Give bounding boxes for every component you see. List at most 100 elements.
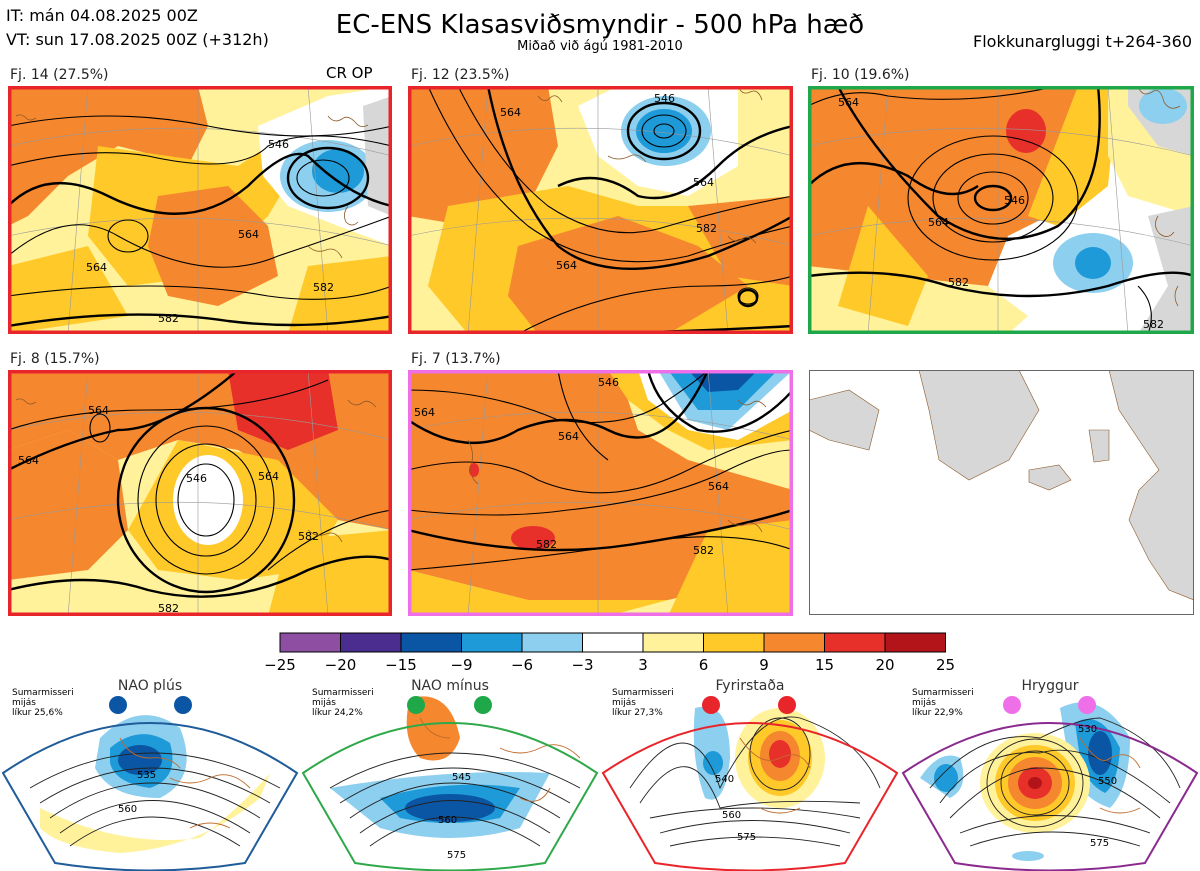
colorbar-tick-label: −3: [571, 656, 593, 674]
contour-label: 564: [693, 176, 714, 189]
contour-label: 560: [722, 810, 741, 821]
regime-meta: Sumarmisseri mijás líkur 27,3%: [612, 688, 674, 718]
contour-label: 550: [1098, 776, 1117, 787]
contour-label: 582: [313, 281, 334, 294]
contour-label: 540: [715, 774, 734, 785]
contour-label: 546: [598, 376, 619, 389]
contour-label: 564: [500, 106, 521, 119]
regime-title: Hryggur: [1021, 678, 1079, 694]
colorbar-swatch: [461, 632, 523, 653]
colorbar-swatch: [703, 632, 765, 653]
colorbar-tick-label: −6: [511, 656, 533, 674]
colorbar-swatch: [642, 632, 704, 653]
regime-title: Fyrirstaða: [715, 678, 785, 694]
contour-label: 564: [708, 480, 729, 493]
regime-dot: [174, 696, 192, 714]
colorbar-tick-label: 20: [875, 656, 894, 674]
colorbar-swatch: [582, 632, 644, 653]
contour-label: 575: [447, 850, 466, 861]
contour-label: 546: [1004, 194, 1025, 207]
colorbar-tick-label: −20: [325, 656, 357, 674]
cluster-label-8: Fj. 8 (15.7%): [10, 351, 100, 367]
contour-label: 545: [452, 772, 471, 783]
colorbar-tick-label: −15: [385, 656, 417, 674]
contour-label: 582: [696, 222, 717, 235]
regime-average: mijás: [312, 698, 336, 708]
contour-label: 564: [238, 228, 259, 241]
contour-label: 530: [1078, 724, 1097, 735]
regime-probability: líkur 24,2%: [312, 708, 363, 718]
regime-nao-plus: 535 560 NAO plús Sumarmisseri mijás líku…: [0, 678, 300, 871]
regime-meta: Sumarmisseri mijás líkur 24,2%: [312, 688, 374, 718]
regime-meta: Sumarmisseri mijás líkur 22,9%: [912, 688, 974, 718]
contour-label: 546: [654, 92, 675, 105]
contour-label: 564: [928, 216, 949, 229]
regime-title: NAO plús: [117, 678, 183, 694]
colorbar-swatch: [279, 632, 341, 653]
cluster-map-10: 546 564 564 582 582: [808, 86, 1194, 334]
regime-dot: [1003, 696, 1021, 714]
regime-season: Sumarmisseri: [612, 688, 674, 698]
cluster-map-12: 546 564 564 582 564: [408, 86, 793, 334]
contour-label: 560: [118, 804, 137, 815]
regime-dot: [109, 696, 127, 714]
cluster-14-marker: CR OP: [326, 64, 373, 82]
colorbar-tick-label: −9: [450, 656, 472, 674]
valid-time: VT: sun 17.08.2025 00Z (+312h): [6, 30, 269, 49]
contour-label: 582: [158, 602, 179, 615]
contour-label: 564: [258, 470, 279, 483]
contour-label: 582: [1143, 318, 1164, 331]
regime-season: Sumarmisseri: [12, 688, 74, 698]
page-subtitle: Miðað við ágú 1981-2010: [517, 39, 683, 54]
cluster-map-7: 546 564 564 564 582 582: [408, 370, 793, 616]
regime-blocking: 540 560 575 Fyrirstaða Sumarmisseri mijá…: [600, 678, 900, 871]
classification-window: Flokkunargluggi t+264-360: [973, 32, 1192, 51]
contour-label: 564: [558, 430, 579, 443]
contour-label: 575: [1090, 838, 1109, 849]
regime-dot: [778, 696, 796, 714]
regime-season: Sumarmisseri: [912, 688, 974, 698]
regime-average: mijás: [912, 698, 936, 708]
cluster-label-12: Fj. 12 (23.5%): [411, 67, 510, 83]
regime-average: mijás: [612, 698, 636, 708]
colorbar-tick-label: −25: [264, 656, 296, 674]
cluster-label-10: Fj. 10 (19.6%): [811, 67, 910, 83]
contour-label: 546: [186, 472, 207, 485]
regime-average: mijás: [12, 698, 36, 708]
regime-probability: líkur 22,9%: [912, 708, 963, 718]
colorbar-swatch: [400, 632, 462, 653]
colorbar-swatch: [884, 632, 946, 653]
contour-label: 564: [838, 96, 859, 109]
contour-label: 564: [556, 259, 577, 272]
colorbar-swatch: [824, 632, 886, 653]
colorbar-tick-label: 25: [936, 656, 955, 674]
contour-label: 564: [18, 454, 39, 467]
cluster-label-14: Fj. 14 (27.5%): [10, 67, 109, 83]
colorbar-tick-label: 15: [815, 656, 834, 674]
contour-label: 535: [137, 770, 156, 781]
contour-label: 582: [948, 276, 969, 289]
contour-label: 582: [298, 530, 319, 543]
cluster-map-14: 546 564 564 582 582: [8, 86, 392, 334]
contour-label: 582: [158, 312, 179, 325]
cluster-map-8: 546 564 564 564 582 582: [8, 370, 392, 616]
contour-label: 575: [737, 832, 756, 843]
regime-dot: [474, 696, 492, 714]
base-map: [809, 370, 1194, 615]
colorbar-tick-label: 6: [699, 656, 709, 674]
initial-time: IT: mán 04.08.2025 00Z: [6, 6, 198, 25]
contour-label: 564: [88, 404, 109, 417]
anomaly-colorbar: −25 −20 −15 −9 −6 −3 3 6 9 15 20 25: [260, 632, 960, 677]
regime-season: Sumarmisseri: [312, 688, 374, 698]
contour-label: 582: [693, 544, 714, 557]
colorbar-tick-label: 3: [638, 656, 648, 674]
contour-label: 564: [414, 406, 435, 419]
contour-label: 560: [438, 815, 457, 826]
colorbar-swatch: [763, 632, 825, 653]
regime-dot: [407, 696, 425, 714]
regime-dot: [1078, 696, 1096, 714]
regime-ridge: 530 550 575 Hryggur Sumarmisseri mijás l…: [900, 678, 1200, 871]
contour-label: 564: [86, 261, 107, 274]
colorbar-swatch: [521, 632, 583, 653]
page-title: EC-ENS Klasasviðsmyndir - 500 hPa hæð: [335, 10, 865, 40]
